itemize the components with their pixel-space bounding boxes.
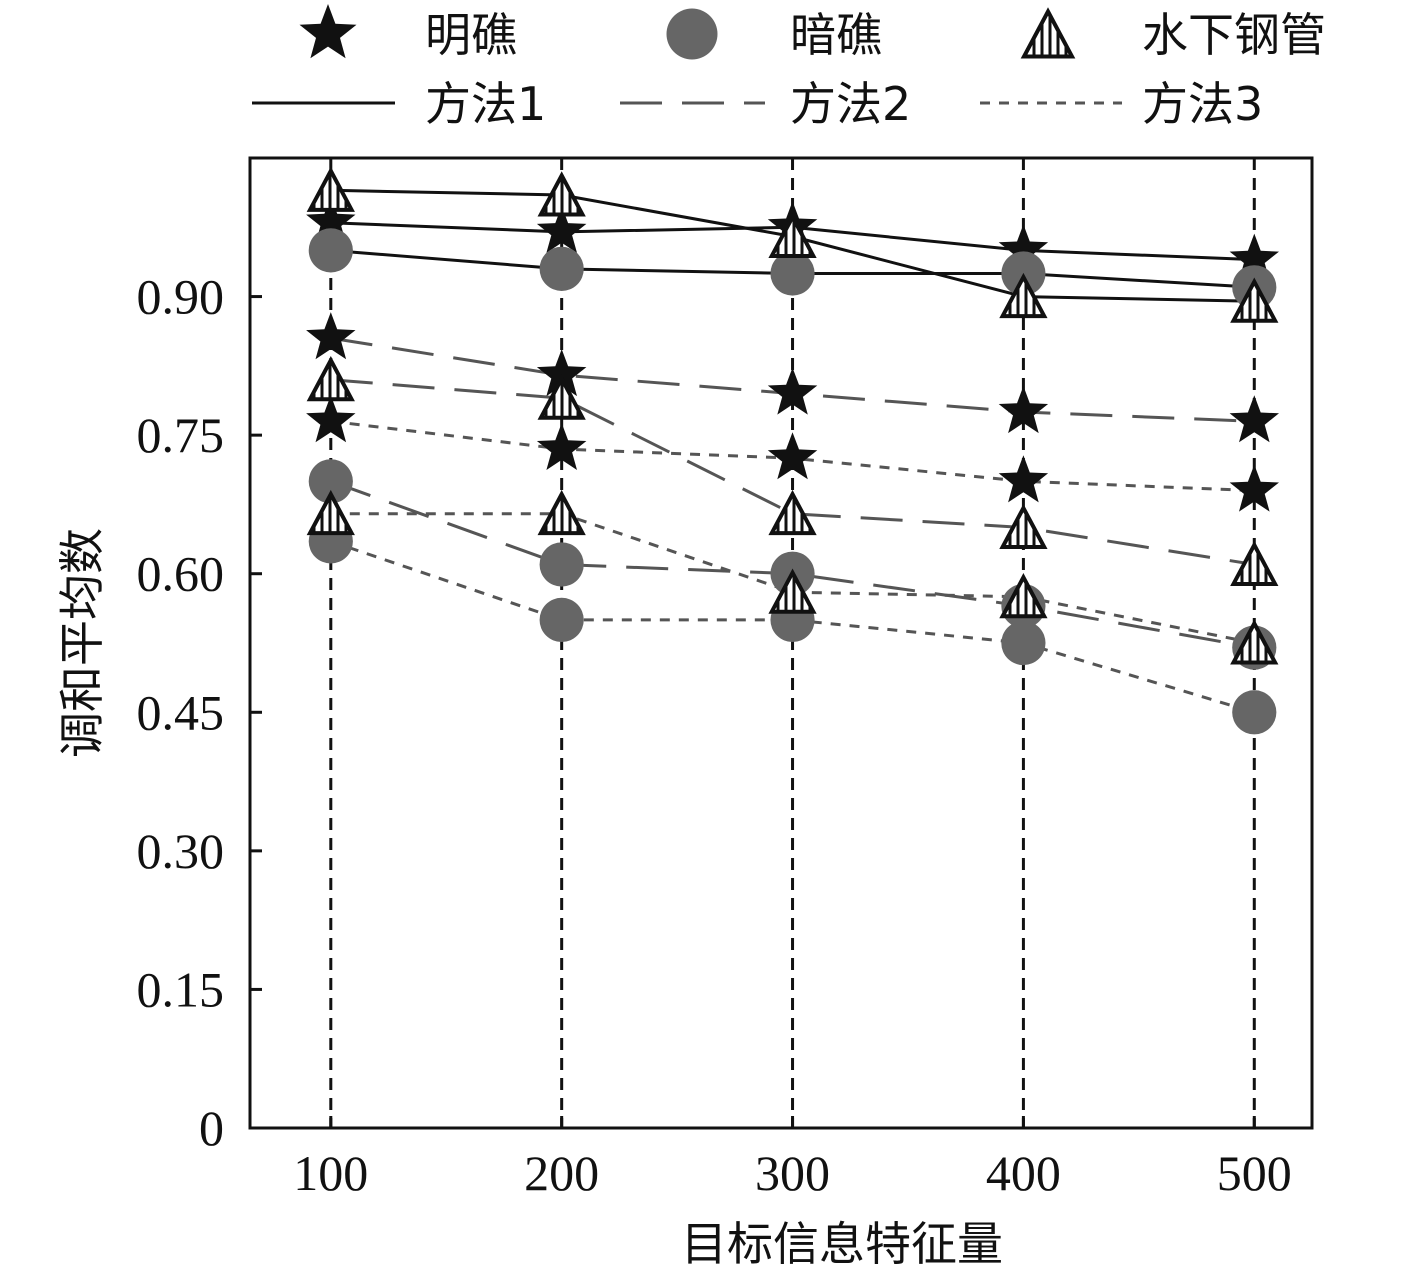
plot-frame xyxy=(248,156,1314,1130)
point-bright-reef-method3-100 xyxy=(306,395,356,443)
series-line-steel-pipe-method3 xyxy=(330,512,1255,645)
point-bright-reef-method1-400 xyxy=(998,224,1049,272)
point-steel-pipe-method1-400 xyxy=(999,272,1048,319)
point-hidden-reef-method1-200 xyxy=(539,246,584,291)
legend-label-method1: 方法1 xyxy=(425,77,546,131)
legend-marker-bright-reef xyxy=(299,4,357,59)
y-tick-label: 0.60 xyxy=(137,546,225,602)
point-steel-pipe-method2-200 xyxy=(537,374,586,420)
point-steel-pipe-method3-200 xyxy=(537,489,586,536)
x-axis-title: 目标信息特征量 xyxy=(681,1217,1003,1270)
legend-label-method3: 方法3 xyxy=(1142,77,1263,131)
y-tick-label: 0.15 xyxy=(137,961,225,1017)
y-tick-label: 0.45 xyxy=(137,684,225,740)
y-axis-ticks: 0 0.15 0.30 0.45 0.60 0.75 0.90 xyxy=(137,269,262,1156)
point-hidden-reef-method3-200 xyxy=(539,597,584,643)
point-hidden-reef-method3-400 xyxy=(1001,620,1046,666)
point-steel-pipe-method1-500 xyxy=(1230,277,1279,323)
y-axis-title: 调和平均数 xyxy=(55,528,109,758)
x-tick-label: 400 xyxy=(986,1145,1061,1201)
x-tick-label: 100 xyxy=(293,1145,368,1201)
point-bright-reef-method1-500 xyxy=(1229,233,1279,281)
point-steel-pipe-method3-300 xyxy=(768,568,817,614)
legend-label-method2: 方法2 xyxy=(790,77,911,131)
point-bright-reef-method3-400 xyxy=(998,455,1049,503)
point-hidden-reef-method3-500 xyxy=(1232,690,1277,735)
y-tick-label: 0.75 xyxy=(137,407,225,463)
y-tick-label: 0.90 xyxy=(137,269,225,325)
point-steel-pipe-method1-300 xyxy=(768,212,817,259)
point-steel-pipe-method2-300 xyxy=(768,489,817,536)
point-bright-reef-method3-500 xyxy=(1229,464,1279,512)
point-bright-reef-method2-400 xyxy=(998,386,1049,434)
y-tick-label: 0 xyxy=(199,1100,224,1156)
point-steel-pipe-method2-400 xyxy=(999,503,1048,550)
x-tick-label: 200 xyxy=(524,1145,599,1201)
point-bright-reef-method3-200 xyxy=(536,423,587,470)
x-tick-label: 500 xyxy=(1217,1145,1292,1201)
series-line-steel-pipe-method2 xyxy=(330,378,1255,566)
point-bright-reef-method1-200 xyxy=(536,205,587,253)
point-steel-pipe-method1-100 xyxy=(306,166,355,212)
point-hidden-reef-method1-300 xyxy=(770,251,815,296)
plot-markers xyxy=(306,166,1279,735)
legend-label-steel-pipe: 水下钢管 xyxy=(1142,8,1326,62)
point-bright-reef-method2-500 xyxy=(1229,395,1279,443)
point-bright-reef-method1-100 xyxy=(306,196,356,244)
vertical-guides xyxy=(329,158,1256,1128)
legend-label-bright-reef: 明礁 xyxy=(425,8,517,62)
point-hidden-reef-method2-200 xyxy=(539,542,584,587)
point-steel-pipe-method3-400 xyxy=(999,573,1048,619)
point-steel-pipe-method2-500 xyxy=(1230,540,1279,586)
y-tick-label: 0.30 xyxy=(137,823,225,879)
legend-label-hidden-reef: 暗礁 xyxy=(790,8,882,62)
point-steel-pipe-method1-200 xyxy=(537,171,586,217)
point-steel-pipe-method3-100 xyxy=(306,489,355,536)
legend-marker-hidden-reef xyxy=(666,8,718,60)
x-axis-ticks: 100 200 300 400 500 xyxy=(293,1116,1292,1201)
legend-marker-steel-pipe xyxy=(1020,7,1076,59)
point-bright-reef-method2-200 xyxy=(536,349,587,397)
series-line-hidden-reef-method3 xyxy=(330,539,1255,714)
point-steel-pipe-method3-500 xyxy=(1230,619,1279,665)
point-bright-reef-method3-300 xyxy=(767,432,818,480)
point-bright-reef-method2-300 xyxy=(767,367,818,415)
point-bright-reef-method2-100 xyxy=(306,312,356,360)
point-hidden-reef-method2-100 xyxy=(308,459,353,504)
x-tick-label: 300 xyxy=(755,1145,830,1201)
series-line-hidden-reef-method2 xyxy=(330,479,1255,650)
point-hidden-reef-method1-100 xyxy=(308,228,353,273)
